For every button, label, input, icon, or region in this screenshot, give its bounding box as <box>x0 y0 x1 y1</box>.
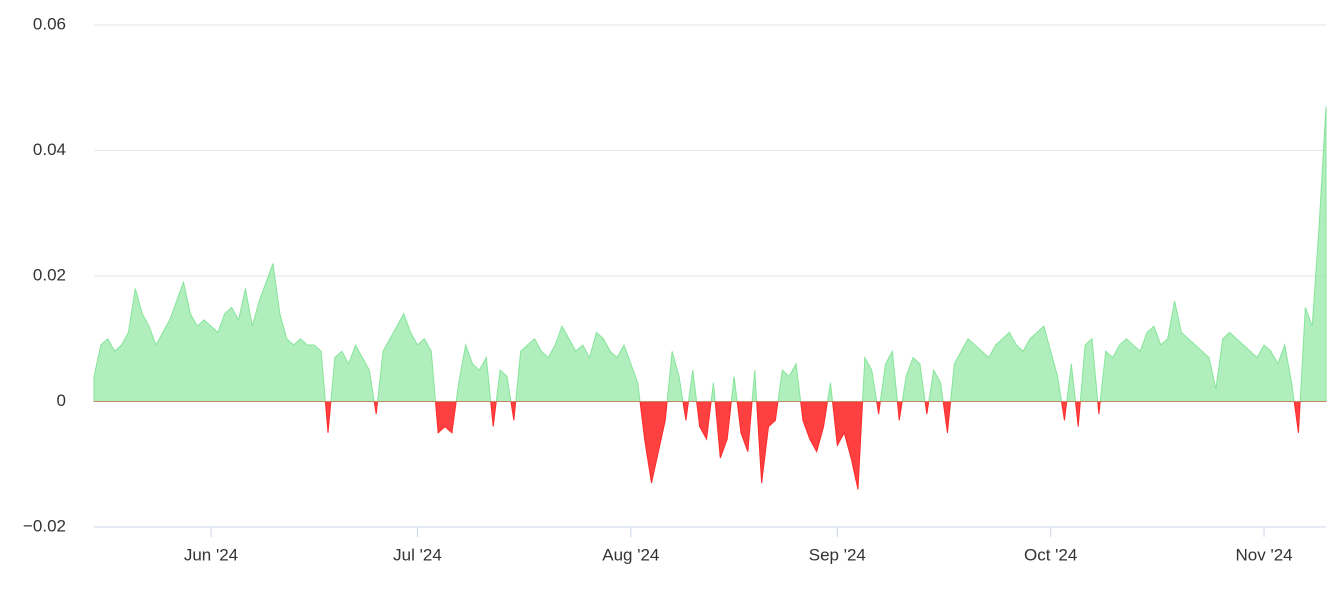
x-tick-label: Oct '24 <box>1024 545 1077 564</box>
x-tick-label: Nov '24 <box>1236 545 1293 564</box>
x-tick-label: Sep '24 <box>809 545 866 564</box>
y-tick-label: 0.06 <box>33 14 66 33</box>
y-tick-label: −0.02 <box>23 516 66 535</box>
y-tick-label: 0.04 <box>33 140 66 159</box>
x-tick-label: Aug '24 <box>602 545 659 564</box>
area-negative <box>93 401 1327 490</box>
y-tick-label: 0.02 <box>33 265 66 284</box>
x-tick-label: Jul '24 <box>393 545 442 564</box>
area-positive <box>93 106 1327 402</box>
y-tick-label: 0 <box>57 391 66 410</box>
x-tick-label: Jun '24 <box>184 545 238 564</box>
